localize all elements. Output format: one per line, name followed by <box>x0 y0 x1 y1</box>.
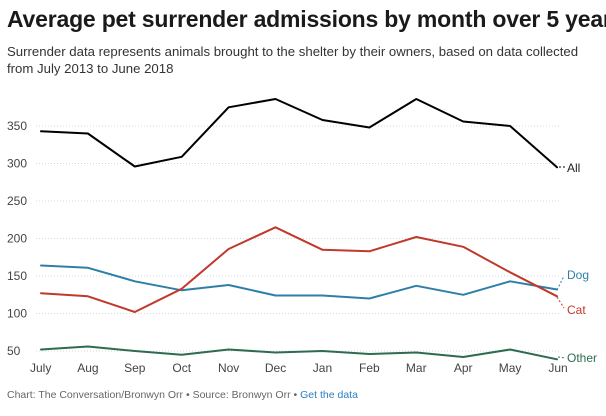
series-line-other <box>40 345 558 361</box>
series-label-dog: Dog <box>567 268 589 282</box>
series-label-other: Other <box>567 351 597 365</box>
y-tick-label-200: 200 <box>7 232 27 246</box>
x-tick-label-dec: Dec <box>265 361 286 375</box>
x-tick-label-nov: Nov <box>218 361 239 375</box>
series-line-cat <box>40 226 558 313</box>
x-tick-label-apr: Apr <box>454 361 473 375</box>
series-label-all: All <box>567 161 580 175</box>
footer-separator: • <box>183 389 193 401</box>
chart-subtitle: Surrender data represents animals brough… <box>7 44 579 76</box>
y-tick-label-50: 50 <box>7 344 21 358</box>
x-tick-label-sep: Sep <box>124 361 146 375</box>
y-tick-label-100: 100 <box>7 307 27 321</box>
x-tick-label-may: May <box>499 361 522 375</box>
x-tick-label-jun: Jun <box>548 361 567 375</box>
x-tick-label-july: July <box>30 361 51 375</box>
x-tick-label-oct: Oct <box>172 361 191 375</box>
series-leader-other <box>557 356 566 359</box>
series-leader-cat <box>556 296 565 309</box>
series-line-dog <box>40 264 558 300</box>
y-tick-label-350: 350 <box>7 119 27 133</box>
get-the-data-link[interactable]: Get the data <box>300 389 358 401</box>
footer-separator-2: • <box>290 389 301 401</box>
chart-title: Average pet surrender admissions by mont… <box>7 6 606 32</box>
source-credit: Source: Bronwyn Orr <box>192 389 291 401</box>
chart-credit: Chart: The Conversation/Bronwyn Orr <box>7 389 184 401</box>
series-line-all <box>40 98 558 169</box>
series-label-cat: Cat <box>567 303 586 317</box>
x-tick-label-feb: Feb <box>359 361 380 375</box>
chart-footer: Chart: The Conversation/Bronwyn Orr • So… <box>7 389 358 401</box>
y-tick-label-150: 150 <box>7 269 27 283</box>
x-tick-label-jan: Jan <box>313 361 332 375</box>
x-tick-label-mar: Mar <box>406 361 427 375</box>
x-tick-label-aug: Aug <box>77 361 98 375</box>
y-tick-label-250: 250 <box>7 194 27 208</box>
line-chart: 50 100 150 200 250 300 350 July Aug Sep Oct Nov Dec J… <box>7 98 597 375</box>
y-tick-label-300: 300 <box>7 157 27 171</box>
series-leader-dog <box>556 275 565 291</box>
